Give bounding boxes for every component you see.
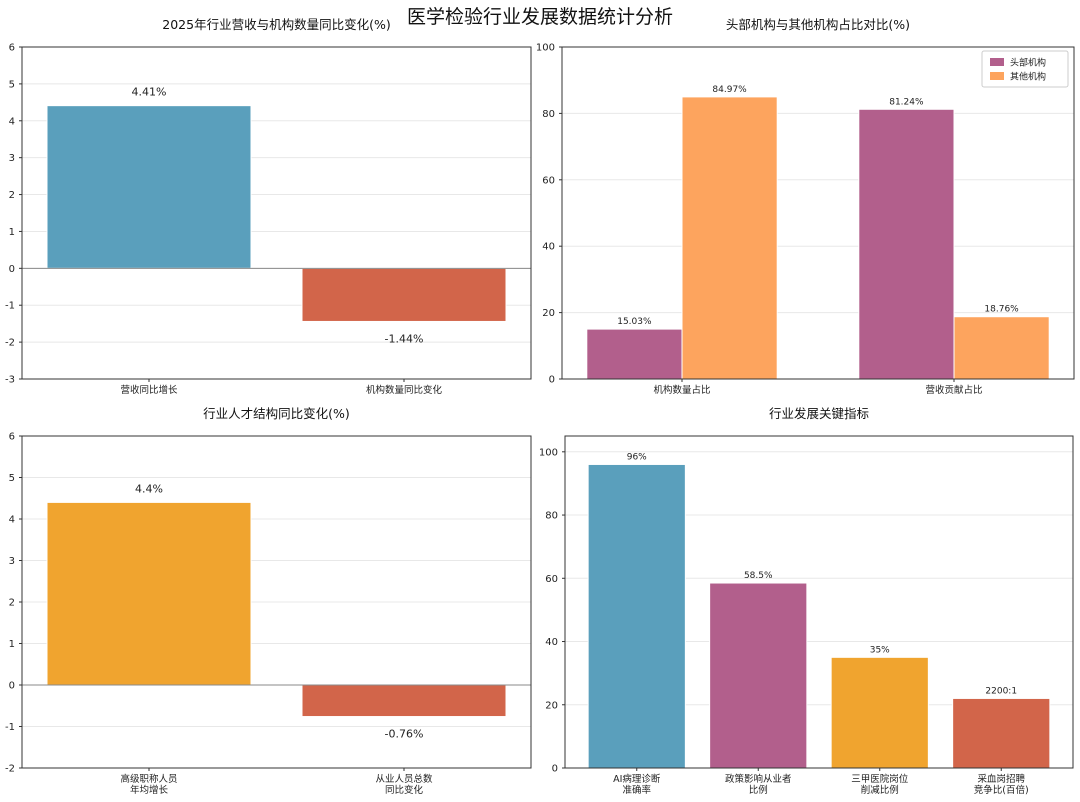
bar <box>301 267 507 322</box>
data-label: 35% <box>870 645 890 655</box>
data-label: -1.44% <box>385 332 424 345</box>
y-tick-label: 80 <box>545 511 558 522</box>
data-label: 81.24% <box>889 97 924 107</box>
data-label: 4.4% <box>135 482 163 495</box>
x-tick-label: 同比变化 <box>385 784 424 796</box>
chart-title: 行业发展关键指标 <box>769 406 869 421</box>
y-tick-label: 80 <box>542 109 555 120</box>
bar <box>46 105 252 269</box>
y-tick-label: 40 <box>545 637 558 648</box>
y-tick-label: 5 <box>9 473 15 484</box>
y-tick-label: 0 <box>549 375 555 386</box>
data-label: 58.5% <box>744 571 773 581</box>
y-tick-label: 0 <box>9 264 15 275</box>
data-label: 18.76% <box>984 305 1019 315</box>
data-label: 15.03% <box>617 317 652 327</box>
data-label: 84.97% <box>712 85 747 95</box>
legend-label: 头部机构 <box>1010 57 1046 69</box>
x-tick-label: 采血岗招聘 <box>977 773 1025 785</box>
legend-label: 其他机构 <box>1010 71 1046 83</box>
x-tick-label: 营收贡献占比 <box>925 384 982 396</box>
x-tick-label: AI病理诊断 <box>613 773 661 785</box>
x-tick-label: 高级职称人员 <box>120 773 177 785</box>
bar <box>301 684 507 718</box>
y-tick-label: -1 <box>5 722 15 733</box>
y-tick-label: 5 <box>9 79 15 90</box>
data-label: -0.76% <box>385 728 424 741</box>
y-tick-label: 4 <box>9 515 15 526</box>
bar <box>681 96 778 380</box>
y-tick-label: 2 <box>9 598 15 609</box>
y-tick-label: 100 <box>536 43 555 54</box>
bar <box>46 501 252 686</box>
x-tick-label: 机构数量同比变化 <box>366 384 443 396</box>
plot-frame <box>21 46 532 380</box>
y-tick-label: -2 <box>5 338 15 349</box>
chart-title: 头部机构与其他机构占比对比(%) <box>726 17 910 32</box>
y-tick-label: 20 <box>542 308 555 319</box>
x-tick-label: 营收同比增长 <box>120 384 178 396</box>
y-tick-label: 60 <box>542 175 555 186</box>
x-tick-label: 比例 <box>749 784 768 796</box>
y-tick-label: 40 <box>542 242 555 253</box>
bar <box>586 328 683 380</box>
y-tick-label: 1 <box>9 227 15 238</box>
x-tick-label: 三甲医院岗位 <box>851 773 909 785</box>
chart-talent-structure-change: 行业人才结构同比变化(%) 4.4% -0.76% -2 -1 0 1 2 3 4 5 6 高级职称人员… <box>5 406 532 796</box>
plot-frame <box>561 46 1075 380</box>
chart-key-indicators: 行业发展关键指标 96% 58.5% 35% 2200:1 0 20 40 60 80 100 AI病… <box>539 406 1074 796</box>
y-tick-label: 0 <box>9 681 15 692</box>
bar <box>858 108 955 380</box>
y-tick-label: 6 <box>9 432 15 443</box>
y-tick-label: 1 <box>9 639 15 650</box>
y-tick-label: -3 <box>5 375 15 386</box>
bar <box>953 316 1050 380</box>
x-tick-label: 削减比例 <box>861 784 899 796</box>
y-tick-label: 3 <box>9 556 15 567</box>
bar <box>709 582 808 769</box>
chart-revenue-institution-change: 2025年行业营收与机构数量同比变化(%) 4.41% -1.44% -3 -2 -1 0 1… <box>5 17 532 396</box>
y-tick-label: 60 <box>545 574 558 585</box>
y-tick-label: 4 <box>9 116 15 127</box>
y-tick-label: 20 <box>545 700 558 711</box>
x-tick-label: 政策影响从业者 <box>725 773 792 785</box>
x-tick-label: 从业人员总数 <box>375 773 433 785</box>
page-title: 医学检验行业发展数据统计分析 <box>406 6 673 28</box>
chart-title: 2025年行业营收与机构数量同比变化(%) <box>162 17 390 32</box>
data-label: 4.41% <box>132 86 167 99</box>
chart-head-vs-other-share: 头部机构与其他机构占比对比(%) 15.03% 81.24% 84.97% 18.76%… <box>536 17 1075 396</box>
legend-swatch <box>990 72 1004 80</box>
y-tick-label: -2 <box>5 764 15 775</box>
x-tick-label: 年均增长 <box>130 784 169 796</box>
bar <box>830 656 929 769</box>
y-tick-label: 2 <box>9 190 15 201</box>
legend-swatch <box>990 58 1004 66</box>
y-tick-label: 3 <box>9 153 15 164</box>
plot-frame <box>564 435 1074 769</box>
bar <box>952 697 1051 769</box>
y-tick-label: 100 <box>539 447 558 458</box>
bar <box>587 463 686 769</box>
y-tick-label: 6 <box>9 43 15 54</box>
x-tick-label: 机构数量占比 <box>653 384 710 396</box>
y-tick-label: 0 <box>552 764 558 775</box>
data-label: 2200:1 <box>985 686 1017 696</box>
x-tick-label: 准确率 <box>622 784 651 796</box>
y-tick-label: -1 <box>5 301 15 312</box>
x-tick-label: 竞争比(百倍) <box>974 784 1029 796</box>
data-label: 96% <box>627 452 647 462</box>
chart-title: 行业人才结构同比变化(%) <box>203 406 350 421</box>
